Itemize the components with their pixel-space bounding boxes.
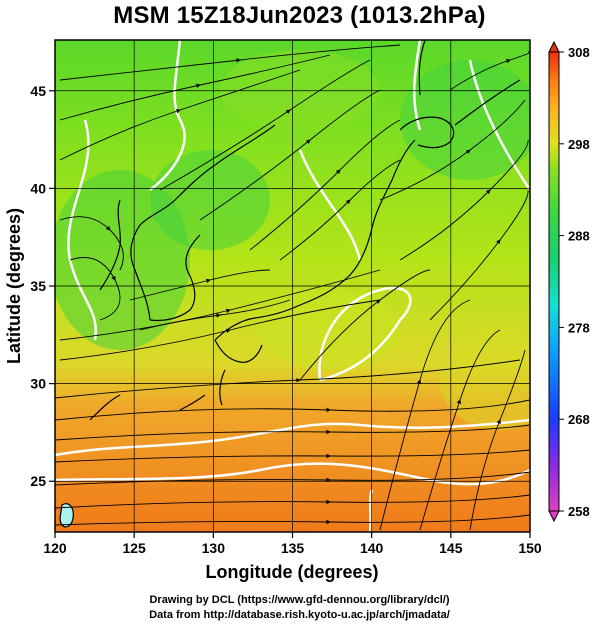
y-tick-label: 30 [30, 376, 46, 392]
x-tick-label: 130 [202, 540, 226, 556]
credit-data: Data from http://database.rish.kyoto-u.a… [149, 609, 450, 621]
graticule [55, 40, 530, 532]
isotherm-contours [55, 40, 530, 532]
x-tick-label: 125 [122, 540, 146, 556]
wind-streamlines [55, 44, 530, 531]
y-tick-label: 45 [30, 83, 46, 99]
colorbar-ticks: 258 268 278 288 298 308 [559, 45, 590, 519]
y-tick-label: 25 [30, 473, 46, 489]
colorbar-tick-label: 278 [568, 320, 590, 335]
colorbar-tick-label: 308 [568, 45, 590, 60]
colorbar-tick-label: 258 [568, 504, 590, 519]
map-title: MSM 15Z18Jun2023 (1013.2hPa) [113, 2, 486, 29]
colorbar-bottom-arrow [548, 510, 560, 523]
x-tick-label: 150 [518, 540, 542, 556]
colorbar-tick-label: 268 [568, 412, 590, 427]
colorbar-tick-label: 288 [568, 229, 590, 244]
x-tick-label: 135 [281, 540, 305, 556]
colorbar-top-arrow [548, 40, 560, 53]
colorbar-tick-label: 298 [568, 137, 590, 152]
coastlines [59, 40, 521, 528]
credit-dcl: Drawing by DCL (https://www.gfd-dennou.o… [149, 594, 450, 606]
x-tick-label: 140 [360, 540, 384, 556]
y-axis-label: Latitude (degrees) [4, 208, 24, 364]
x-axis-label: Longitude (degrees) [205, 562, 378, 582]
x-tick-label: 145 [439, 540, 463, 556]
y-tick-label: 40 [30, 180, 46, 196]
x-tick-label: 120 [43, 540, 67, 556]
x-axis-ticks: 120 125 130 135 140 145 150 [43, 532, 542, 556]
y-axis-ticks: 25 30 35 40 45 [30, 83, 55, 489]
colorbar: 258 268 278 288 298 308 [548, 40, 590, 523]
y-tick-label: 35 [30, 278, 46, 294]
